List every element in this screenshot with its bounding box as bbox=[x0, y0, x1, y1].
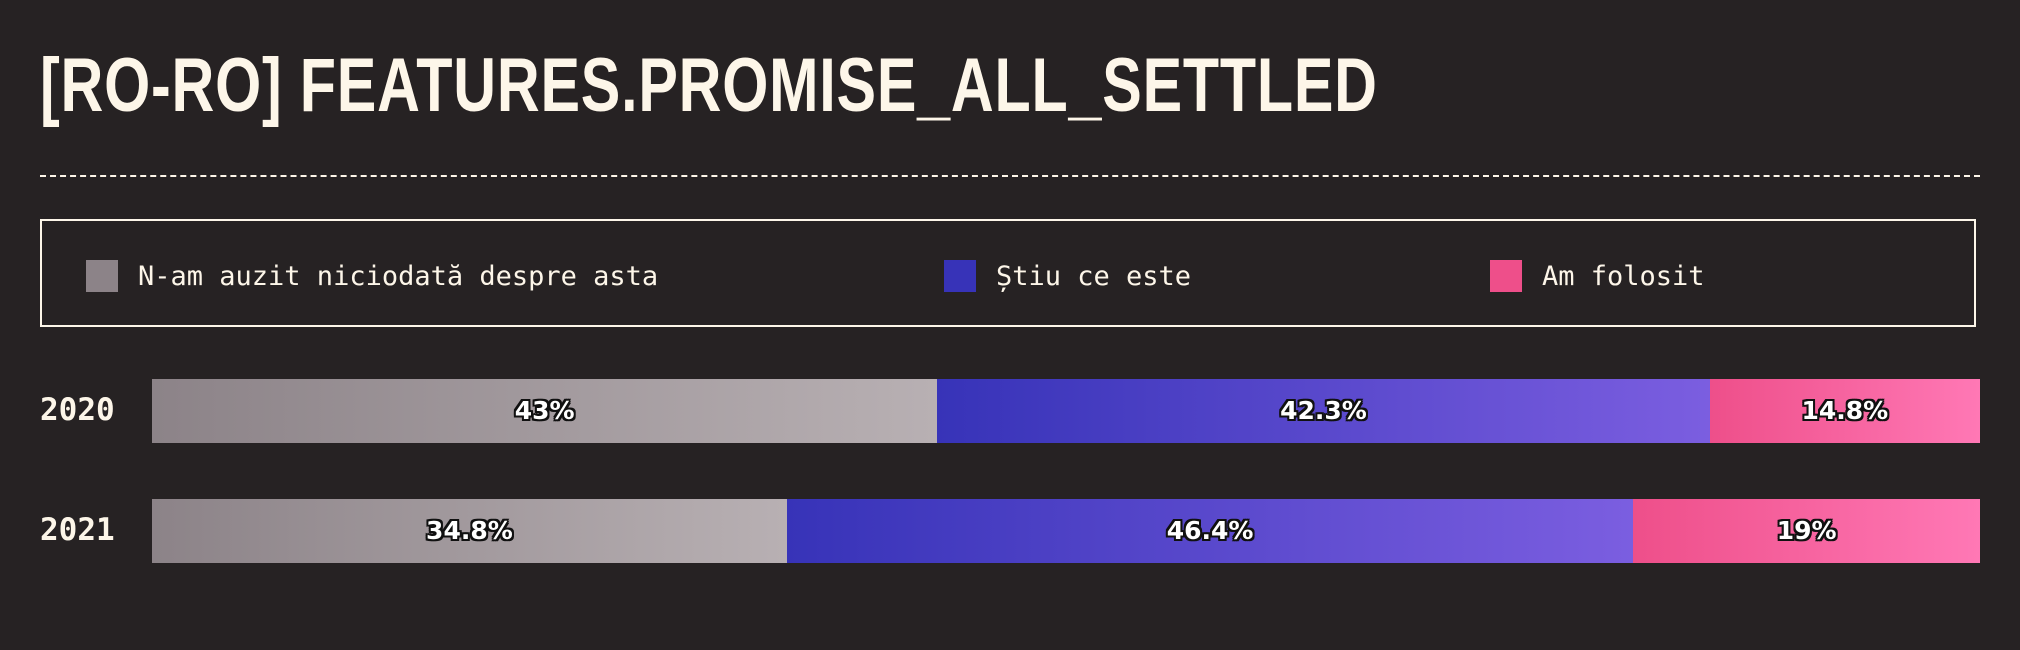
bar-value-label: 14.8% bbox=[1801, 396, 1889, 425]
bar-value-label: 43% bbox=[514, 396, 575, 425]
bar-segment-2021-2[interactable] bbox=[1633, 499, 1980, 563]
bar-segment-2020-2[interactable] bbox=[1709, 379, 1980, 443]
bar-segment-2020-1[interactable] bbox=[937, 379, 1710, 443]
legend-item-know-what-it-is[interactable]: Știu ce este bbox=[944, 259, 1191, 293]
legend: N-am auzit niciodată despre asta Știu ce… bbox=[40, 219, 1976, 327]
legend-item-never-heard[interactable]: N-am auzit niciodată despre asta bbox=[86, 259, 658, 293]
bar-value-label: 19% bbox=[1776, 516, 1837, 545]
bar-value-label: 34.8% bbox=[426, 516, 513, 545]
bar-segment-2021-0[interactable] bbox=[152, 499, 787, 563]
legend-label: N-am auzit niciodată despre asta bbox=[138, 260, 659, 292]
row-label-2020: 2020 bbox=[40, 392, 115, 428]
legend-label: Știu ce este bbox=[996, 260, 1192, 292]
bar-row-2021: 34.8% 46.4% 19% bbox=[152, 499, 1980, 563]
legend-swatch bbox=[944, 260, 976, 292]
legend-swatch bbox=[86, 260, 118, 292]
bar-row-2020: 43% 42.3% 14.8% bbox=[152, 379, 1980, 443]
bar-value-label: 42.3% bbox=[1280, 396, 1367, 425]
row-label-2021: 2021 bbox=[40, 512, 115, 548]
bar-segment-2020-0[interactable] bbox=[152, 379, 938, 443]
legend-label: Am folosit bbox=[1542, 260, 1705, 292]
divider bbox=[40, 175, 1980, 177]
bar-segment-2021-1[interactable] bbox=[786, 499, 1634, 563]
chart-title: [RO-RO] FEATURES.PROMISE_ALL_SETTLED bbox=[40, 43, 1378, 128]
legend-swatch bbox=[1490, 260, 1522, 292]
bar-value-label: 46.4% bbox=[1166, 516, 1254, 545]
legend-item-used-it[interactable]: Am folosit bbox=[1490, 259, 1705, 293]
